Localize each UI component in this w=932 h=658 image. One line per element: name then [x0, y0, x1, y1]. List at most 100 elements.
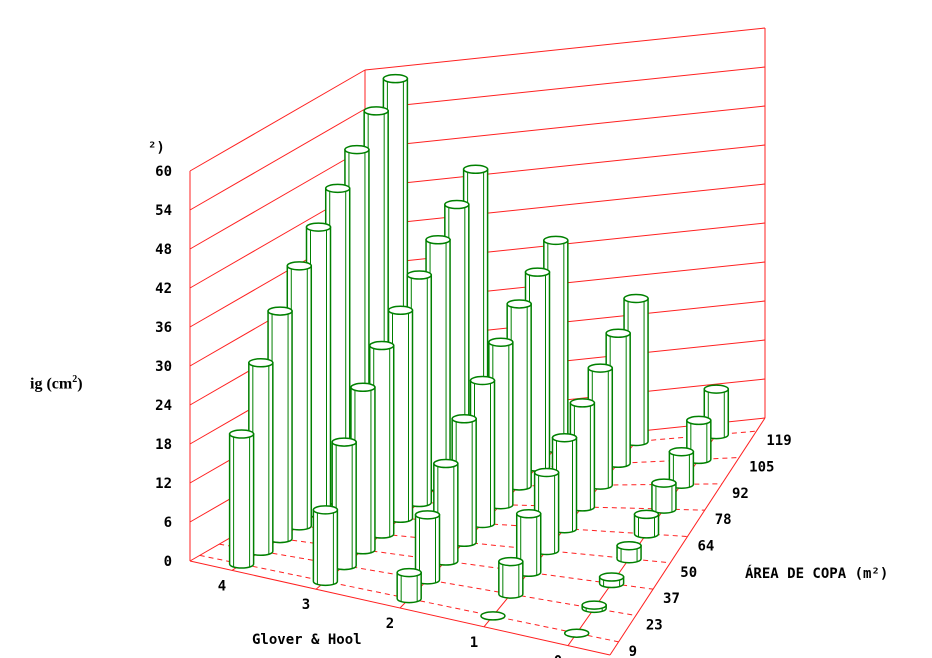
- bar-body: [396, 571, 422, 604]
- x-category-label: 1: [470, 635, 478, 651]
- bar: [312, 505, 339, 587]
- bar: [633, 509, 660, 539]
- bar: [616, 540, 642, 564]
- grid-line: [364, 105, 766, 149]
- x-category-labels: 4 3 2 1 0: [218, 578, 562, 658]
- bar-body: [228, 433, 255, 569]
- bar-top: [686, 415, 712, 426]
- grid-line: [189, 108, 366, 211]
- bar: [396, 567, 422, 604]
- bar-top: [515, 509, 542, 519]
- area-category-label: 119: [766, 433, 791, 449]
- bar-top: [551, 432, 578, 443]
- bar-top: [433, 458, 459, 469]
- floor-edge: [609, 417, 766, 656]
- bar-top: [324, 183, 351, 194]
- x-category-label: 2: [386, 616, 394, 632]
- bar-top: [444, 199, 470, 210]
- bar-top: [305, 222, 332, 232]
- bar-top: [382, 73, 409, 84]
- bar-top: [488, 337, 514, 347]
- y-tick-label: 18: [155, 437, 172, 453]
- bar-top: [598, 572, 625, 582]
- bar-body: [498, 560, 524, 599]
- y-tick-label: 48: [155, 242, 172, 258]
- area-category-label: 23: [646, 618, 663, 634]
- area-category-label: 37: [663, 591, 680, 607]
- bar-top: [368, 340, 395, 351]
- x-category-label: 3: [302, 597, 310, 613]
- bar-disc: [563, 628, 590, 638]
- bar-top: [524, 267, 551, 277]
- bar-body: [651, 482, 677, 514]
- y-axis-label: ig (cm2): [30, 374, 83, 393]
- bar: [563, 628, 590, 638]
- y-tick-label: 12: [155, 476, 172, 492]
- bar-top: [623, 293, 649, 304]
- bar: [480, 611, 506, 621]
- bar-disc: [480, 611, 506, 621]
- bar-top: [703, 384, 730, 394]
- bar-top: [312, 505, 339, 515]
- bar-top: [414, 510, 441, 520]
- bar: [228, 429, 255, 569]
- bar-body: [633, 513, 660, 539]
- y-tick-label: 6: [164, 515, 172, 531]
- bar-top: [651, 478, 677, 488]
- bar-top: [569, 398, 596, 408]
- y-axis-label-sup: 2: [72, 374, 78, 385]
- x-category-label: 4: [218, 578, 226, 594]
- bar-top: [331, 437, 357, 447]
- bar-top: [469, 375, 496, 386]
- bar: [598, 572, 625, 589]
- bar-body: [616, 544, 642, 564]
- bar: [498, 556, 524, 599]
- bar-top: [267, 306, 293, 316]
- bar-top: [451, 414, 477, 424]
- grid-line: [189, 69, 366, 172]
- grid-line: [364, 27, 766, 71]
- y-ticks: 0 6 12 18 24 30 36 42 48 54 60: [155, 164, 172, 570]
- y-tick-label: 36: [155, 320, 172, 336]
- bar-body: [312, 509, 339, 587]
- grid-line: [364, 66, 766, 110]
- y-axis-label-main: ig (cm: [30, 375, 73, 393]
- bar-top: [506, 299, 532, 309]
- bar-top: [363, 106, 389, 116]
- bar-top: [406, 270, 433, 280]
- bar: [651, 478, 677, 514]
- area-category-label: 78: [715, 512, 732, 528]
- y-tick-label: 30: [155, 359, 172, 375]
- bar-top: [344, 144, 370, 155]
- bar: [581, 600, 607, 614]
- floor-row-line: [277, 510, 688, 537]
- bar-top: [228, 429, 255, 439]
- y-tick-label: 0: [164, 554, 172, 570]
- area-category-label: 50: [680, 565, 697, 581]
- bar-top: [350, 382, 376, 393]
- bar-top: [248, 358, 274, 368]
- x-category-label: 0: [554, 654, 562, 658]
- depth-axis-label: ÁREA DE COPA (m²): [745, 565, 888, 582]
- y-tick-label: 60: [155, 164, 172, 180]
- y-tick-label: 54: [155, 203, 172, 219]
- y-tick-label: 42: [155, 281, 172, 297]
- grid-line: [364, 144, 766, 188]
- bar-top: [633, 509, 660, 520]
- bar-top: [396, 567, 422, 578]
- bar-top: [498, 556, 524, 567]
- bars: [228, 73, 730, 638]
- area-category-label: 9: [629, 644, 637, 658]
- bar-top: [581, 600, 607, 610]
- area-category-label: 92: [732, 486, 749, 502]
- area-category-label: 105: [749, 460, 774, 476]
- z-title-fragment: ²): [148, 140, 165, 156]
- grid-line: [364, 183, 766, 227]
- bar-top: [605, 328, 631, 339]
- y-axis-label-tail: ): [77, 375, 83, 393]
- y-tick-label: 24: [155, 398, 172, 414]
- bar: [350, 382, 376, 555]
- grid-line: [189, 147, 366, 250]
- bar: [668, 447, 695, 490]
